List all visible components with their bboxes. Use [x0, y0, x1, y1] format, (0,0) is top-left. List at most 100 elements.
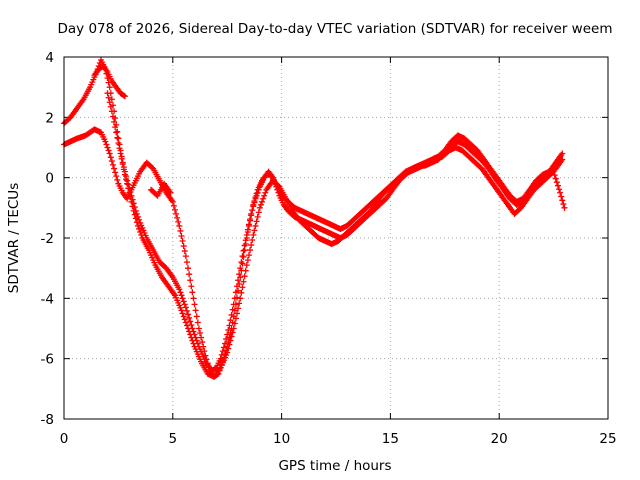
series-track-e	[148, 180, 174, 199]
data-point	[231, 320, 238, 327]
data-point	[187, 318, 194, 325]
chart-title: Day 078 of 2026, Sidereal Day-to-day VTE…	[58, 21, 613, 37]
data-point	[118, 155, 125, 162]
data-point	[115, 139, 122, 146]
data-point	[104, 90, 111, 97]
data-point	[557, 189, 564, 196]
data-point	[106, 84, 113, 91]
data-point	[249, 207, 256, 214]
data-point	[182, 319, 189, 326]
data-point	[223, 336, 230, 343]
y-tick-label: -6	[41, 352, 54, 368]
data-point	[250, 203, 257, 210]
data-point	[123, 176, 130, 183]
y-tick-label: -4	[41, 291, 54, 307]
data-point	[244, 226, 251, 233]
data-point	[226, 322, 233, 329]
data-point	[133, 219, 140, 226]
data-point	[136, 225, 143, 232]
data-point	[551, 172, 558, 179]
data-point	[550, 168, 557, 175]
data-point	[182, 253, 189, 260]
data-points	[61, 57, 568, 380]
data-point	[237, 274, 244, 281]
data-point	[120, 166, 127, 173]
data-point	[559, 197, 566, 204]
data-point	[190, 295, 197, 302]
data-point	[256, 204, 263, 211]
data-point	[111, 165, 118, 172]
series-track-d	[91, 63, 128, 100]
data-point	[260, 195, 267, 202]
data-point	[238, 259, 245, 266]
data-point	[249, 237, 256, 244]
data-point	[108, 96, 115, 103]
data-point	[180, 298, 187, 305]
data-point	[167, 189, 174, 196]
data-point	[247, 247, 254, 254]
data-point	[185, 325, 192, 332]
y-tick-label: -2	[41, 231, 54, 247]
data-point	[129, 203, 136, 210]
data-point	[250, 231, 257, 238]
x-axis-label: GPS time / hours	[278, 458, 391, 474]
data-point	[195, 325, 202, 332]
x-tick-label: 20	[491, 431, 508, 447]
data-point	[194, 319, 201, 326]
data-point	[132, 215, 139, 222]
data-point	[560, 201, 567, 208]
data-point	[170, 202, 177, 209]
data-point	[112, 169, 119, 176]
data-point	[113, 129, 120, 136]
data-point	[121, 93, 128, 100]
data-point	[238, 289, 245, 296]
data-point	[124, 180, 131, 187]
data-point	[182, 304, 189, 311]
data-point	[229, 329, 236, 336]
data-point	[253, 192, 260, 199]
data-point	[554, 182, 561, 189]
data-point	[241, 242, 248, 249]
data-point	[180, 243, 187, 250]
data-point	[188, 334, 195, 341]
data-point	[217, 355, 224, 362]
data-point	[173, 210, 180, 217]
data-point	[121, 171, 128, 178]
data-point	[255, 209, 262, 216]
data-point	[254, 189, 261, 196]
data-point	[228, 333, 235, 340]
data-point	[107, 154, 114, 161]
data-point	[559, 150, 566, 157]
data-point	[114, 134, 121, 141]
data-point	[106, 99, 113, 106]
data-point	[225, 345, 232, 352]
data-point	[185, 265, 192, 272]
data-point	[197, 330, 203, 337]
data-point	[240, 253, 247, 260]
data-point	[240, 278, 247, 285]
data-point	[237, 265, 244, 272]
data-point	[235, 277, 242, 284]
data-point	[252, 195, 259, 202]
data-point	[190, 340, 197, 347]
data-point	[233, 283, 240, 290]
data-point	[239, 253, 246, 260]
data-point	[253, 218, 260, 225]
data-point	[553, 179, 560, 186]
data-point	[558, 193, 565, 200]
data-point	[232, 289, 239, 296]
data-point	[102, 138, 109, 145]
data-point	[233, 310, 240, 317]
data-point	[183, 259, 190, 266]
data-point	[134, 222, 141, 229]
data-point	[248, 210, 255, 217]
data-point	[169, 198, 176, 205]
data-point	[243, 231, 250, 238]
data-point	[242, 237, 249, 244]
data-point	[176, 222, 183, 229]
data-point	[226, 341, 233, 348]
data-point	[224, 331, 231, 338]
data-point	[105, 94, 112, 101]
data-point	[225, 327, 232, 334]
data-point	[175, 218, 182, 225]
